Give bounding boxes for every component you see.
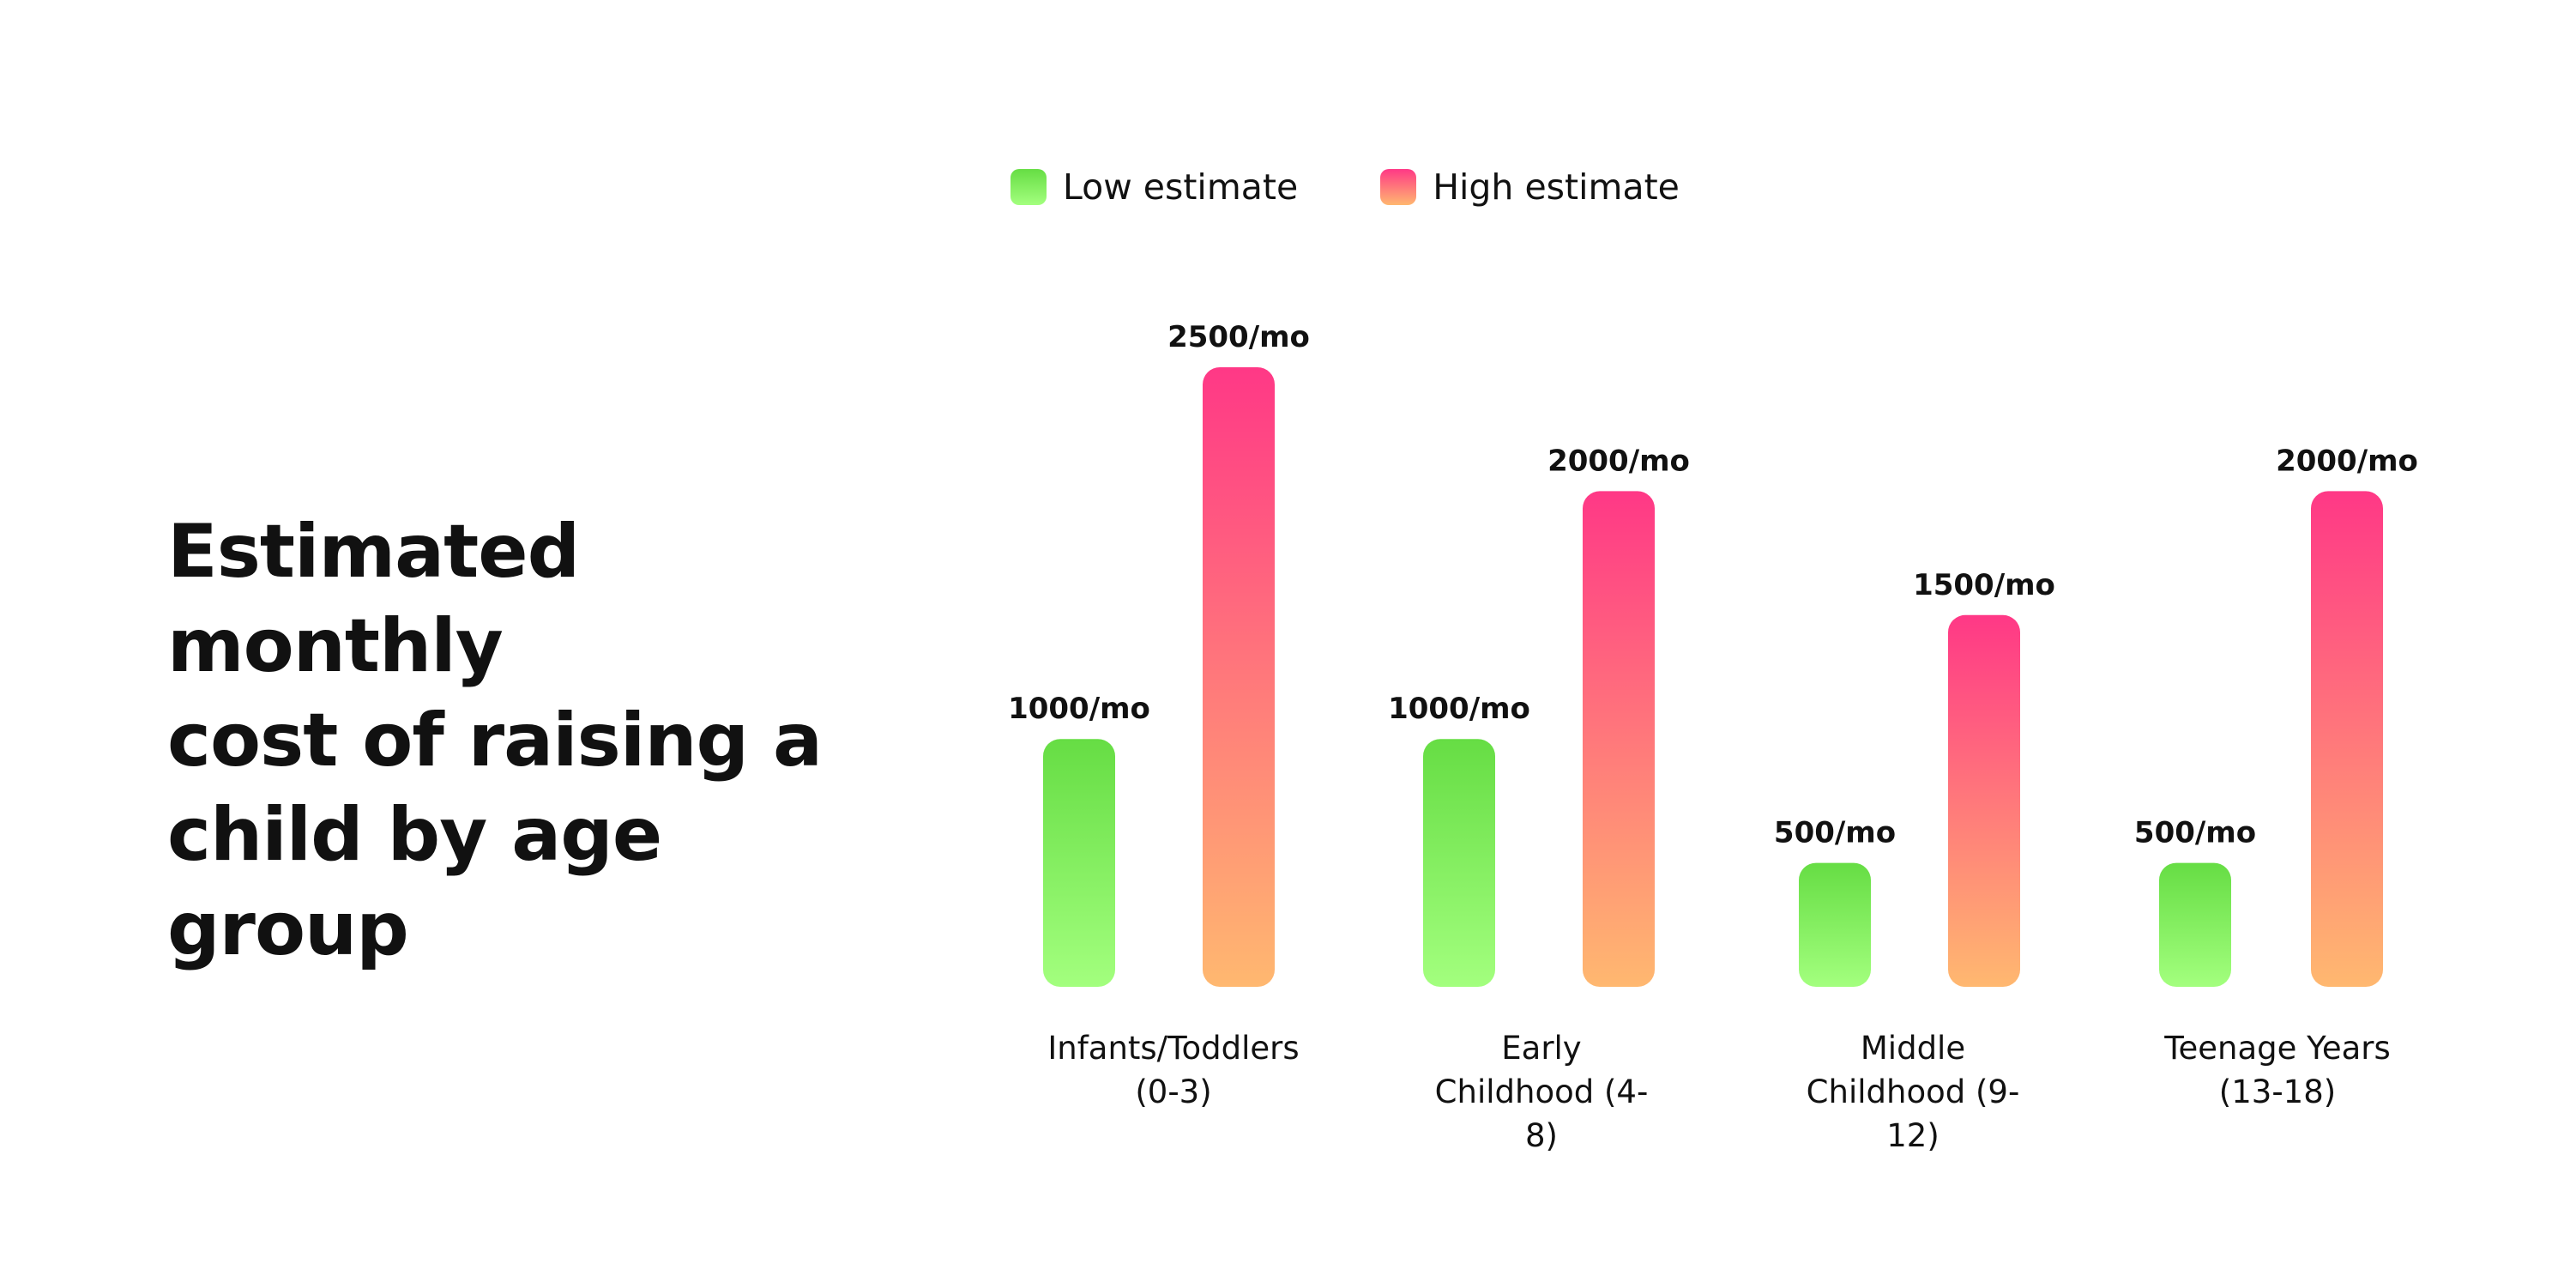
legend-swatch-high (1380, 169, 1417, 205)
category-label-line: Childhood (9- (1806, 1073, 2020, 1110)
category-label-line: (13-18) (2218, 1073, 2337, 1110)
bar-low-2 (1799, 862, 1871, 987)
data-label-low-0: 1000/mo (1008, 692, 1150, 726)
bar-low-0 (1043, 739, 1115, 987)
data-label-high-1: 2000/mo (1547, 444, 1690, 478)
title-line: child by age group (167, 792, 662, 972)
bars-group: 1000/mo 1000/mo 500/mo 500/mo 2500/mo 2000/mo… (1008, 320, 2418, 987)
legend: Low estimate High estimate (1010, 166, 1762, 208)
data-label-high-2: 1500/mo (1913, 568, 2055, 602)
category-label-line: Early (1501, 1030, 1582, 1067)
category-label-line: Infants/Toddlers (1047, 1030, 1300, 1067)
legend-label-low: Low estimate (1063, 166, 1299, 208)
legend-item-low: Low estimate (1010, 166, 1298, 208)
bar-low-1 (1423, 739, 1495, 987)
chart-title: Estimated monthly cost of raising a chil… (167, 505, 905, 977)
category-label-2: Middle Childhood (9- 12) (1784, 1026, 2042, 1158)
legend-item-high: High estimate (1380, 166, 1680, 208)
data-label-high-3: 2000/mo (2276, 444, 2418, 478)
category-label-1: Early Childhood (4- 8) (1413, 1026, 1670, 1158)
category-label-line: (0-3) (1135, 1073, 1212, 1110)
title-line: cost of raising a (167, 698, 823, 783)
title-line: Estimated monthly (167, 509, 580, 689)
data-label-high-0: 2500/mo (1167, 320, 1310, 354)
data-label-low-3: 500/mo (2134, 816, 2256, 850)
category-label-line: Teenage Years (2164, 1030, 2391, 1067)
legend-label-high: High estimate (1433, 166, 1680, 208)
bar-high-3 (2311, 491, 2383, 987)
data-label-low-1: 1000/mo (1388, 692, 1530, 726)
category-label-line: Middle (1860, 1030, 1966, 1067)
bar-low-3 (2159, 862, 2231, 987)
category-label-line: 8) (1525, 1117, 1558, 1154)
bar-high-2 (1948, 614, 2020, 987)
data-label-low-2: 500/mo (1774, 816, 1896, 850)
category-label-3: Teenage Years (13-18) (2149, 1026, 2406, 1114)
category-label-0: Infants/Toddlers (0-3) (1045, 1026, 1302, 1114)
category-label-line: 12) (1886, 1117, 1940, 1154)
bar-high-0 (1203, 367, 1275, 987)
legend-swatch-low (1010, 169, 1047, 205)
category-label-line: Childhood (4- (1434, 1073, 1649, 1110)
bar-high-1 (1583, 491, 1655, 987)
